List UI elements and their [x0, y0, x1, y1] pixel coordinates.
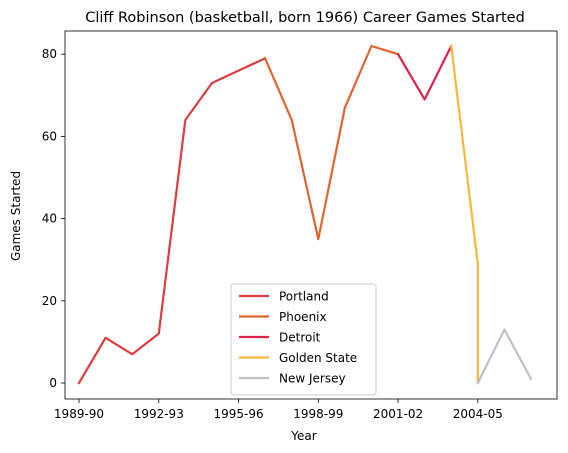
legend-label-phoenix: Phoenix	[279, 310, 327, 324]
y-tick-label: 80	[42, 47, 57, 61]
legend-label-detroit: Detroit	[279, 331, 321, 345]
y-tick-label: 60	[42, 129, 57, 143]
legend-label-new-jersey: New Jersey	[279, 372, 346, 386]
plot-lines	[77, 44, 533, 385]
x-tick-label: 1995-96	[213, 407, 263, 421]
y-axis-title: Games Started	[9, 171, 23, 261]
x-tick-label: 1992-93	[134, 407, 184, 421]
series-line-golden-state	[450, 44, 479, 385]
x-axis-title: Year	[290, 429, 316, 443]
series-line-detroit	[396, 44, 453, 101]
legend-label-golden-state: Golden State	[279, 351, 357, 365]
x-axis: 1989-90 1992-93 1995-96 1998-99 2001-02 2004-…	[54, 399, 503, 421]
legend-box	[230, 283, 377, 396]
y-tick-label: 40	[42, 212, 57, 226]
y-tick-label: 20	[42, 294, 57, 308]
legend: Portland Phoenix Detroit Golden State New Je…	[230, 283, 377, 396]
legend-label-portland: Portland	[279, 290, 329, 304]
series-line-phoenix	[263, 44, 400, 241]
series-line-portland	[77, 56, 267, 385]
x-tick-label: 1989-90	[54, 407, 104, 421]
y-axis: 0 20 40 60 80	[42, 47, 65, 390]
y-tick-label: 0	[49, 376, 57, 390]
series-line-new-jersey	[476, 328, 533, 385]
x-tick-label: 2004-05	[453, 407, 503, 421]
x-tick-label: 1998-99	[293, 407, 343, 421]
chart-title: Cliff Robinson (basketball, born 1966) C…	[85, 10, 525, 26]
x-tick-label: 2001-02	[373, 407, 423, 421]
plot-frame	[64, 30, 558, 400]
